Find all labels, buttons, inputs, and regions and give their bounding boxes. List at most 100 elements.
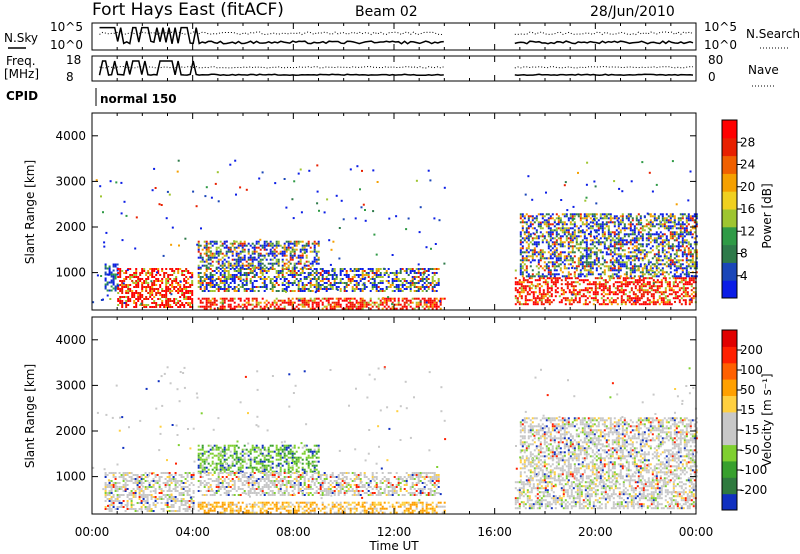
- power-cell: [637, 237, 640, 240]
- power-cell: [519, 213, 522, 216]
- power-cell: [655, 253, 658, 256]
- power-cell: [367, 272, 370, 274]
- power-cell: [283, 246, 286, 249]
- power-cell: [687, 241, 690, 244]
- power-cell: [579, 273, 582, 276]
- power-cell: [317, 305, 320, 308]
- power-scatter-cell: [214, 279, 217, 282]
- power-cell: [615, 229, 618, 232]
- power-cell: [565, 227, 568, 230]
- velocity-cell: [132, 496, 135, 498]
- power-cell: [556, 291, 559, 294]
- power-cell: [255, 240, 258, 243]
- power-cell: [165, 298, 168, 300]
- power-cell: [289, 272, 292, 274]
- power-cell: [127, 276, 130, 278]
- power-cell: [539, 255, 542, 258]
- power-cell: [431, 286, 434, 288]
- power-cell: [567, 255, 570, 258]
- power-cell: [625, 257, 628, 260]
- power-cell: [553, 241, 556, 244]
- power-scatter-cell: [102, 211, 104, 214]
- power-cell: [387, 268, 390, 270]
- power-cell: [425, 290, 428, 292]
- power-cell: [205, 242, 208, 245]
- power-cell: [243, 254, 246, 257]
- power-cell: [175, 280, 178, 282]
- velocity-cell: [152, 472, 155, 474]
- power-cell: [631, 229, 634, 232]
- power-cell: [626, 277, 629, 280]
- power-cell: [579, 215, 582, 218]
- power-cell: [565, 255, 568, 258]
- power-cell: [331, 276, 334, 278]
- velocity-cell: [110, 496, 113, 498]
- power-cell: [663, 227, 666, 230]
- power-cell: [586, 283, 589, 286]
- power-cell: [632, 293, 635, 296]
- power-cell: [205, 284, 208, 286]
- power-cell: [353, 276, 356, 278]
- power-cell: [183, 284, 186, 286]
- power-cell: [189, 302, 192, 304]
- power-cell: [693, 261, 696, 264]
- power-cell: [534, 301, 537, 304]
- power-cell: [327, 280, 330, 282]
- power-cell: [629, 255, 632, 258]
- power-cell: [539, 227, 542, 230]
- power-cell: [291, 290, 294, 292]
- power-cell: [249, 282, 252, 284]
- power-cell: [303, 290, 306, 292]
- power-cell: [639, 253, 642, 256]
- power-cell: [573, 273, 576, 276]
- power-cell: [317, 290, 320, 292]
- power-cell: [585, 263, 588, 266]
- power-cell: [619, 237, 622, 240]
- power-cell: [675, 227, 678, 230]
- power-cell: [237, 270, 240, 272]
- power-cell: [647, 221, 650, 224]
- power-cell: [519, 267, 522, 270]
- velocity-cell: [110, 502, 113, 504]
- power-cell: [217, 290, 220, 292]
- power-cell: [608, 293, 611, 296]
- power-cell: [642, 301, 645, 304]
- power-cell: [331, 278, 334, 280]
- power-cell: [527, 215, 530, 218]
- power-cell: [649, 215, 652, 218]
- power-cell: [684, 299, 687, 302]
- power-cell: [651, 263, 654, 266]
- power-cell: [629, 275, 632, 278]
- power-cell: [569, 273, 572, 276]
- power-cell: [125, 284, 128, 286]
- power-cell: [231, 274, 234, 276]
- power-cell: [359, 288, 362, 290]
- power-cell: [629, 215, 632, 218]
- velocity-cell: [118, 494, 121, 496]
- power-cell: [191, 284, 194, 286]
- power-cell: [371, 288, 374, 290]
- power-cell: [313, 276, 316, 278]
- power-cell: [165, 268, 168, 270]
- power-cell: [588, 295, 591, 298]
- power-cell: [407, 282, 410, 284]
- power-cell: [619, 239, 622, 242]
- power-cell: [676, 295, 679, 298]
- power-cell: [165, 288, 168, 290]
- power-cell: [595, 229, 598, 232]
- power-cell: [637, 223, 640, 226]
- power-cell: [563, 241, 566, 244]
- power-cell: [625, 275, 628, 278]
- power-cell: [588, 291, 591, 294]
- power-cell: [213, 254, 216, 257]
- power-cell: [229, 305, 232, 308]
- velocity-cell: [136, 486, 139, 488]
- power-cell: [585, 213, 588, 216]
- power-cell: [684, 301, 687, 304]
- power-cell: [183, 270, 186, 272]
- power-cell: [117, 268, 120, 270]
- velocity-cell: [110, 490, 113, 492]
- power-cell: [595, 247, 598, 250]
- power-cell: [674, 279, 677, 282]
- nsearch-label: N.Search: [746, 27, 800, 41]
